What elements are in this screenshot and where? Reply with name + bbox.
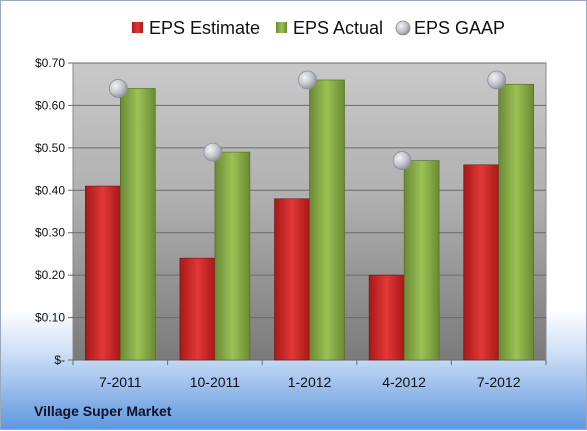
marker-eps-gaap [298, 70, 317, 90]
legend-swatch [132, 22, 143, 33]
x-tick-label: 1-2012 [288, 374, 332, 390]
y-tick-label: $0.70 [35, 56, 65, 70]
y-tick-label: $0.30 [35, 226, 65, 240]
x-tick-label: 7-2012 [477, 374, 521, 390]
y-tick-label: $0.20 [35, 268, 65, 282]
bars [85, 79, 535, 361]
bar-eps-actual [120, 88, 156, 361]
bar-eps-actual [498, 83, 535, 361]
company-label: Village Super Market [34, 403, 172, 419]
bar-eps-estimate [179, 257, 216, 361]
legend-swatch [395, 20, 411, 36]
legend-swatch [276, 22, 287, 33]
x-axis: 7-2011 10-2011 1-2012 4-2012 7-2012 [72, 360, 547, 390]
bar-eps-estimate [463, 164, 500, 361]
x-tick-label: 7-2011 [99, 374, 142, 390]
marker-eps-gaap [203, 142, 223, 162]
gaap-markers [108, 70, 507, 170]
legend-label: EPS GAAP [414, 18, 505, 38]
marker-eps-gaap [487, 70, 507, 90]
y-tick-label: $0.60 [35, 98, 65, 112]
bar-eps-actual [309, 79, 345, 361]
marker-eps-gaap [108, 79, 128, 98]
legend-label: EPS Estimate [149, 18, 260, 38]
bar-eps-estimate [368, 274, 405, 361]
y-tick-label: $0.40 [35, 183, 65, 197]
y-tick-label: $- [54, 353, 65, 367]
marker-eps-gaap [392, 151, 412, 170]
x-tick-label: 4-2012 [382, 374, 426, 390]
bar-eps-estimate [274, 198, 310, 361]
y-axis: $- $0.10 $0.20 $0.30 $0.40 $0.50 $0.60 $0.70 [35, 56, 73, 367]
y-tick-label: $0.10 [35, 311, 65, 325]
legend-label: EPS Actual [293, 18, 383, 38]
legend: EPS Estimate EPS Actual EPS GAAP [132, 18, 505, 38]
bar-eps-actual [403, 160, 440, 361]
y-tick-label: $0.50 [35, 141, 65, 155]
x-tick-label: 10-2011 [190, 374, 241, 390]
bar-eps-estimate [85, 185, 121, 361]
bar-eps-actual [214, 151, 251, 361]
